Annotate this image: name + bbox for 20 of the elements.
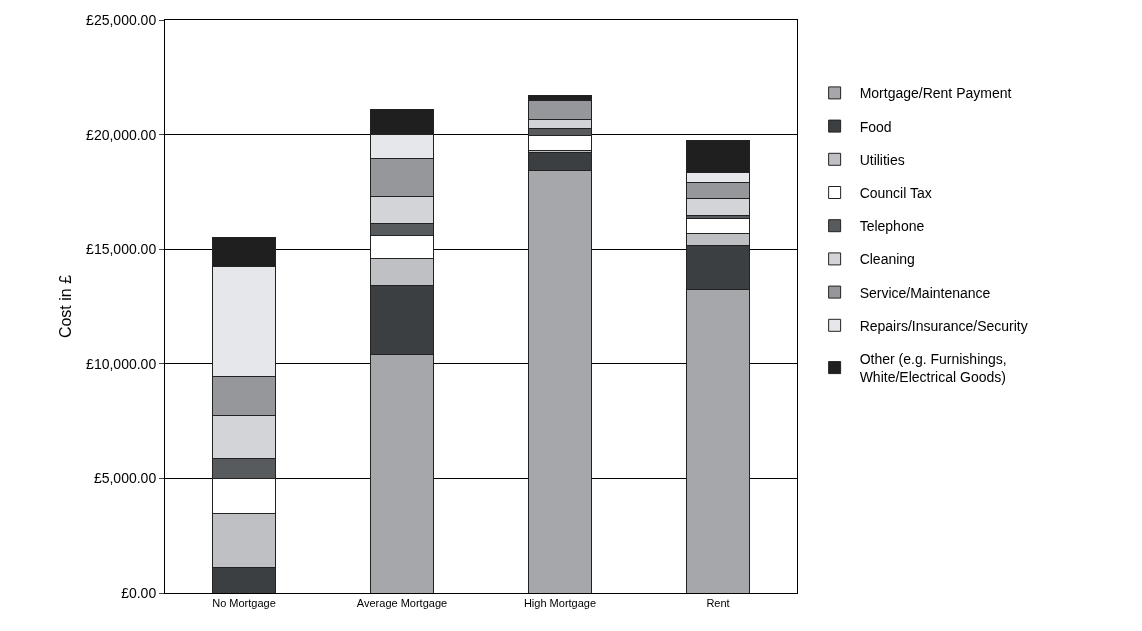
y-tick-label: £25,000.00 [86,11,157,28]
y-tick-label: £20,000.00 [86,126,157,143]
y-tick-label: £10,000.00 [86,355,157,372]
y-tick-label: £15,000.00 [86,241,157,258]
x-tick-label: Average Mortgage [356,597,448,610]
y-tick-label: £5,000.00 [93,470,157,487]
legend-label: Other (e.g. Furnishings, White/Electrical Goods) [859,350,1007,386]
y-tick-label: £0.00 [121,584,157,601]
legend-label: Service/Maintenance [859,284,991,301]
x-tick-label: No Mortgage [212,597,276,610]
legend-label: Repairs/Insurance/Security [859,317,1028,334]
legend-label: Utilities [859,151,905,168]
x-tick-label: High Mortgage [523,597,597,610]
legend-label: Council Tax [859,184,932,201]
y-axis-title: Cost in £ [57,274,75,339]
legend-label: Mortgage/Rent Payment [859,85,1012,102]
x-tick-label: Rent [706,597,730,610]
legend-label: Telephone [859,218,925,235]
legend-label: Food [859,118,892,135]
legend-label: Cleaning [859,251,915,268]
